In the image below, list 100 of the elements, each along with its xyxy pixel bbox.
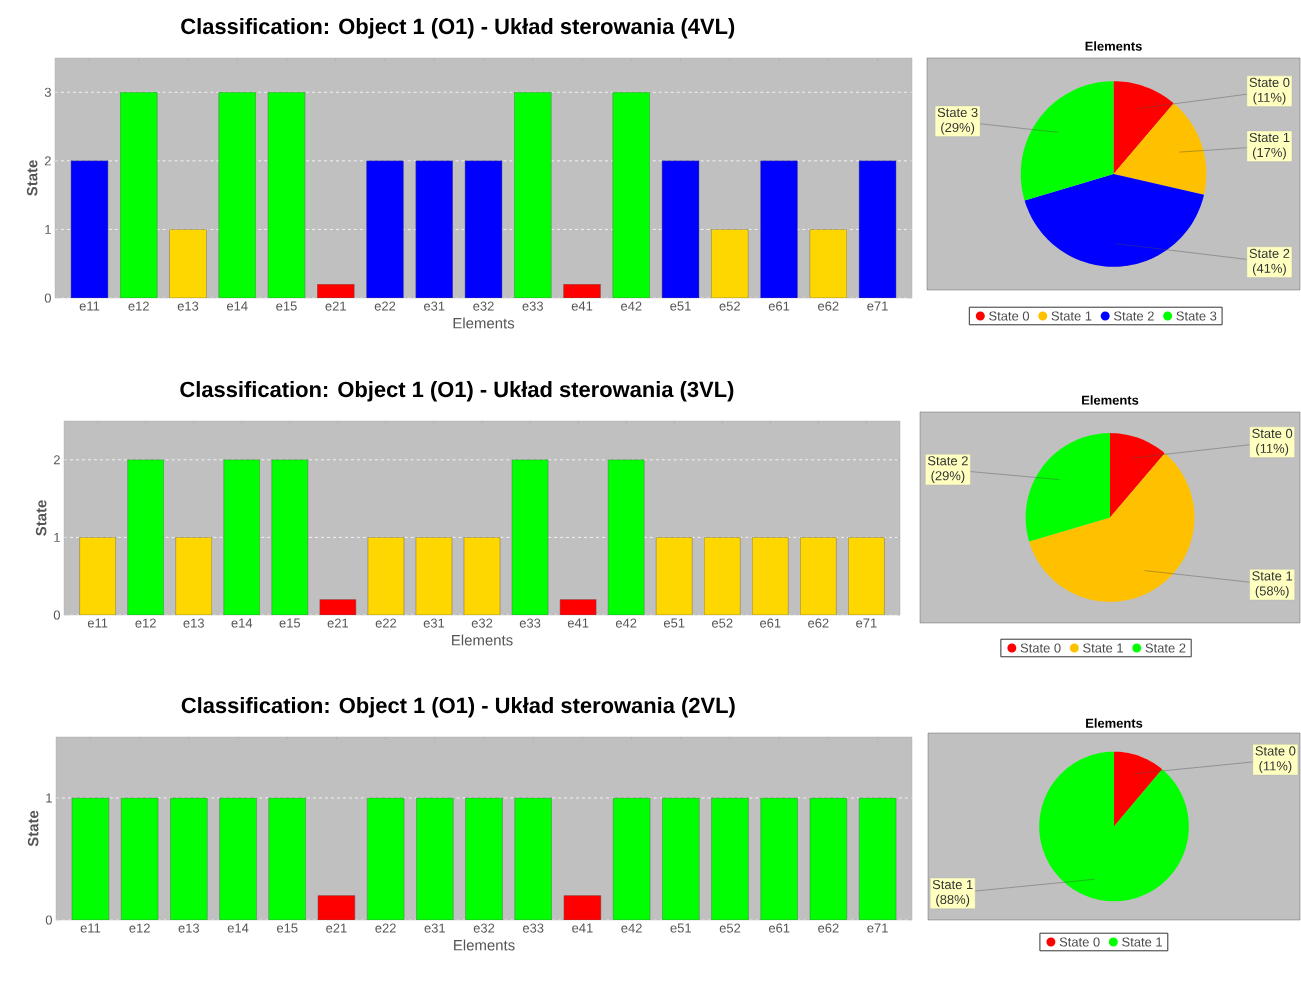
x-tick-label: e61: [768, 301, 790, 311]
y-axis-title: State: [35, 500, 47, 536]
x-tick-label: e62: [818, 923, 839, 933]
x-tick-label: e11: [80, 923, 101, 933]
x-tick-label: e22: [375, 923, 396, 933]
x-tick-label: e14: [226, 301, 248, 311]
y-tick-label: 0: [45, 915, 52, 925]
chart-title: Elements: [1082, 395, 1139, 405]
y-tick-label: 3: [44, 87, 51, 97]
x-tick-label: e71: [856, 618, 877, 628]
x-tick-label: e12: [129, 923, 150, 933]
chart-title: Classification: Object 1 (O1) - Układ sterowania (2VL): [181, 697, 735, 718]
y-tick-label: 0: [44, 293, 51, 303]
legend-label: State 2: [1113, 311, 1154, 321]
x-axis-title: Elements: [452, 634, 513, 646]
legend-label: State 1: [1122, 937, 1162, 947]
bar: [514, 92, 552, 298]
data-label: (58%): [1255, 585, 1289, 599]
x-tick-label: e14: [231, 618, 253, 628]
x-tick-label: e51: [670, 923, 691, 933]
bar: [366, 160, 404, 298]
legend-label: State 3: [1176, 311, 1217, 321]
bar: [711, 229, 749, 298]
x-tick-label: e13: [183, 618, 204, 628]
bar: [463, 537, 501, 615]
slice-label: State 0: [1255, 746, 1296, 756]
chart-title: Classification: Object 1 (O1) - Układ sterowania (3VL): [180, 381, 734, 402]
x-tick-label: e42: [621, 301, 642, 311]
data-label: (29%): [931, 470, 965, 483]
x-tick-label: e71: [867, 301, 888, 311]
x-tick-label: e13: [178, 923, 200, 933]
slice-label: State 0: [1252, 428, 1293, 439]
data-label: (41%): [1252, 263, 1286, 276]
x-tick-label: e12: [128, 301, 149, 311]
x-tick-label: e33: [522, 301, 544, 311]
x-tick-label: e62: [818, 301, 839, 311]
slice-label: State 2: [927, 456, 968, 466]
bar: [127, 459, 164, 615]
bar: [175, 537, 212, 615]
legend-label: State 1: [1051, 311, 1092, 321]
chart-title: Elements: [1085, 41, 1142, 51]
x-tick-label: e41: [572, 923, 593, 933]
x-tick-label: e33: [519, 618, 541, 628]
slice-label: State 0: [1249, 77, 1290, 88]
bar: [800, 537, 837, 615]
bar: [415, 160, 453, 298]
x-tick-label: e52: [711, 618, 733, 628]
bar: [612, 92, 650, 298]
legend-label: State 0: [1059, 937, 1100, 947]
x-tick-label: e13: [177, 301, 199, 311]
x-tick-label: e52: [719, 923, 741, 933]
y-axis-title: State: [27, 810, 39, 847]
x-tick-label: e31: [423, 618, 445, 628]
data-label: (29%): [941, 122, 975, 135]
y-tick-label: 1: [45, 224, 51, 234]
bar: [317, 284, 355, 298]
legend-label: State 0: [989, 311, 1030, 321]
y-tick-label: 1: [54, 532, 60, 542]
bar: [79, 537, 116, 615]
bar: [752, 537, 789, 615]
bar: [169, 229, 207, 298]
y-tick-label: 2: [44, 156, 51, 166]
bar: [120, 92, 158, 298]
x-tick-label: e42: [621, 923, 642, 933]
bar: [223, 459, 260, 615]
x-tick-label: e15: [276, 301, 297, 311]
bar: [218, 92, 256, 298]
slice-label: State 1: [1252, 571, 1293, 581]
legend-label: State 2: [1145, 643, 1186, 653]
data-label: (88%): [936, 894, 970, 907]
x-tick-label: e61: [760, 618, 781, 628]
x-tick-label: e51: [670, 301, 691, 311]
y-tick-label: 2: [53, 455, 60, 465]
x-tick-label: e32: [473, 923, 495, 933]
y-tick-label: 0: [53, 610, 60, 620]
data-label: (11%): [1253, 92, 1286, 105]
x-tick-label: e31: [424, 923, 445, 933]
x-tick-label: e42: [615, 618, 637, 628]
x-tick-label: e14: [227, 923, 249, 933]
y-axis-title: State: [26, 160, 38, 196]
legend-label: State 0: [1020, 643, 1061, 653]
x-tick-label: e21: [326, 923, 347, 933]
x-tick-label: e41: [571, 301, 593, 311]
bar: [809, 229, 847, 298]
slice-label: State 2: [1249, 248, 1290, 258]
x-tick-label: e41: [567, 618, 589, 628]
x-tick-label: e33: [522, 923, 544, 933]
x-tick-label: e32: [473, 301, 494, 311]
x-tick-label: e12: [135, 618, 156, 628]
x-tick-label: e22: [374, 301, 396, 311]
x-tick-label: e21: [325, 301, 346, 311]
x-axis-title: Elements: [453, 317, 515, 329]
y-tick-label: 1: [46, 793, 52, 803]
x-tick-label: e11: [87, 618, 108, 628]
bar: [848, 537, 885, 615]
x-tick-label: e52: [719, 301, 740, 311]
bar: [563, 284, 601, 298]
data-label: (17%): [1252, 147, 1286, 160]
slice-label: State 1: [1249, 132, 1290, 143]
x-tick-label: e21: [327, 618, 349, 628]
